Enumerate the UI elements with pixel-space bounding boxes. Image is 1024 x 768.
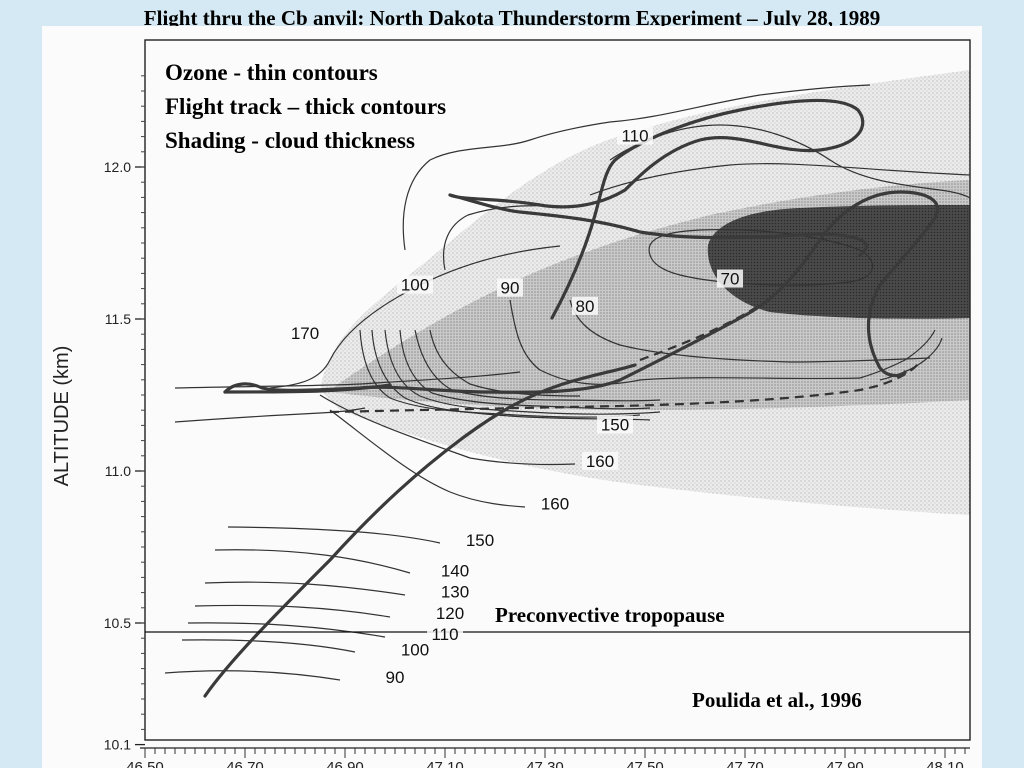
y-tick-label: 11.5 (105, 311, 131, 327)
ozone-contour-line (204, 581, 406, 596)
ozone-contour-line (569, 299, 931, 363)
x-tick-label: 46.70 (226, 759, 264, 768)
ozone-contour-line (859, 329, 936, 379)
ozone-contour-label: 70 (721, 270, 740, 289)
cloud-top-line (639, 304, 761, 362)
contour-label-background (287, 324, 323, 343)
flight-track-segment (448, 193, 868, 257)
legend-flight-track: Flight track – thick contours (165, 94, 447, 119)
ozone-contours (164, 84, 971, 681)
citation: Poulida et al., 1996 (692, 688, 862, 712)
ozone-contour-label: 140 (441, 561, 469, 580)
ozone-contour-label: 90 (386, 668, 405, 687)
ozone-contour-line (181, 639, 356, 653)
ozone-contour-line (371, 329, 651, 421)
y-tick-label: 10.5 (104, 615, 131, 631)
cloud-base-line (329, 361, 921, 414)
y-tick-label: 10.1 (104, 737, 131, 753)
contour-label-background (717, 269, 743, 288)
ozone-contour-label: 150 (601, 415, 629, 434)
ozone-contour-line (319, 394, 576, 466)
ozone-contour-line (329, 409, 526, 508)
contour-label-background (582, 451, 618, 470)
ozone-contour-line (399, 329, 651, 410)
y-axis-title: ALTITUDE (km) (51, 346, 73, 487)
flight-track-segment (448, 98, 865, 320)
x-tick-label: 47.50 (626, 759, 664, 768)
ozone-contour-label: 90 (501, 279, 520, 298)
ozone-contour-line (174, 407, 366, 423)
contour-label-background (432, 603, 468, 622)
ozone-contour-line (227, 526, 441, 544)
plot-frame (144, 39, 971, 741)
contour-label-background (437, 561, 473, 580)
ozone-contour-line (269, 245, 561, 389)
ozone-contour-label: 150 (466, 531, 494, 550)
ozone-contour-line (402, 84, 871, 251)
contour-label-background (437, 582, 473, 601)
x-tick-label: 48.10 (926, 759, 964, 768)
y-axis: 12.0 11.5 11.0 10.5 10.1 (104, 75, 145, 753)
ozone-contour-line (187, 622, 386, 638)
flight-track-segment (223, 383, 392, 394)
tropopause-label: Preconvective tropopause (495, 603, 725, 627)
ozone-contour-label: 130 (441, 583, 469, 602)
x-tick-label: 47.90 (826, 759, 864, 768)
ozone-contour-label: 100 (401, 640, 429, 659)
cloud-shading-dark (707, 205, 970, 319)
contour-label-background (617, 126, 653, 145)
ozone-contour-line (609, 124, 971, 199)
ozone-contour-label: 120 (436, 604, 464, 623)
contour-label-background (382, 667, 408, 686)
contour-label-background (397, 640, 433, 659)
x-tick-label: 46.90 (326, 759, 364, 768)
x-axis: 46.50 46.70 46.90 47.10 47.30 47.50 47.70 47.90… (126, 747, 970, 768)
ozone-contour-label: 110 (621, 127, 648, 146)
ozone-contour-label: 160 (541, 494, 569, 513)
ozone-contour-line (414, 329, 661, 402)
contour-label-background (572, 296, 598, 315)
contour-label-background (397, 275, 433, 294)
x-tick-label: 47.70 (726, 759, 764, 768)
ozone-contour-line (648, 229, 874, 286)
ozone-contour-line (429, 329, 581, 397)
contour-label-background (597, 415, 633, 434)
ozone-contour-label: 80 (576, 297, 595, 316)
ozone-contour-line (194, 604, 391, 618)
x-tick-label: 46.50 (126, 759, 164, 768)
legend-ozone: Ozone - thin contours (165, 60, 378, 85)
flight-track (203, 98, 940, 698)
x-tick-label: 47.30 (526, 759, 564, 768)
ozone-contour-label: 160 (586, 452, 614, 471)
y-tick-label: 12.0 (104, 159, 131, 175)
contour-label-background (462, 530, 498, 549)
y-tick-label: 11.0 (105, 463, 131, 479)
legend-shading: Shading - cloud thickness (165, 128, 415, 153)
contour-label-background (537, 494, 573, 513)
ozone-contour-line (174, 371, 521, 389)
contour-label-background (497, 278, 523, 297)
ozone-contour-label: 170 (291, 324, 319, 343)
contour-label-background (427, 625, 463, 644)
ozone-contour-label: 100 (401, 276, 429, 295)
flight-track-segment (203, 363, 637, 698)
ozone-contour-line (164, 670, 341, 681)
ozone-contour-line (214, 549, 411, 574)
x-tick-label: 47.10 (426, 759, 464, 768)
cloud-base-dashed (329, 304, 921, 414)
ozone-contour-label: 110 (431, 625, 458, 644)
